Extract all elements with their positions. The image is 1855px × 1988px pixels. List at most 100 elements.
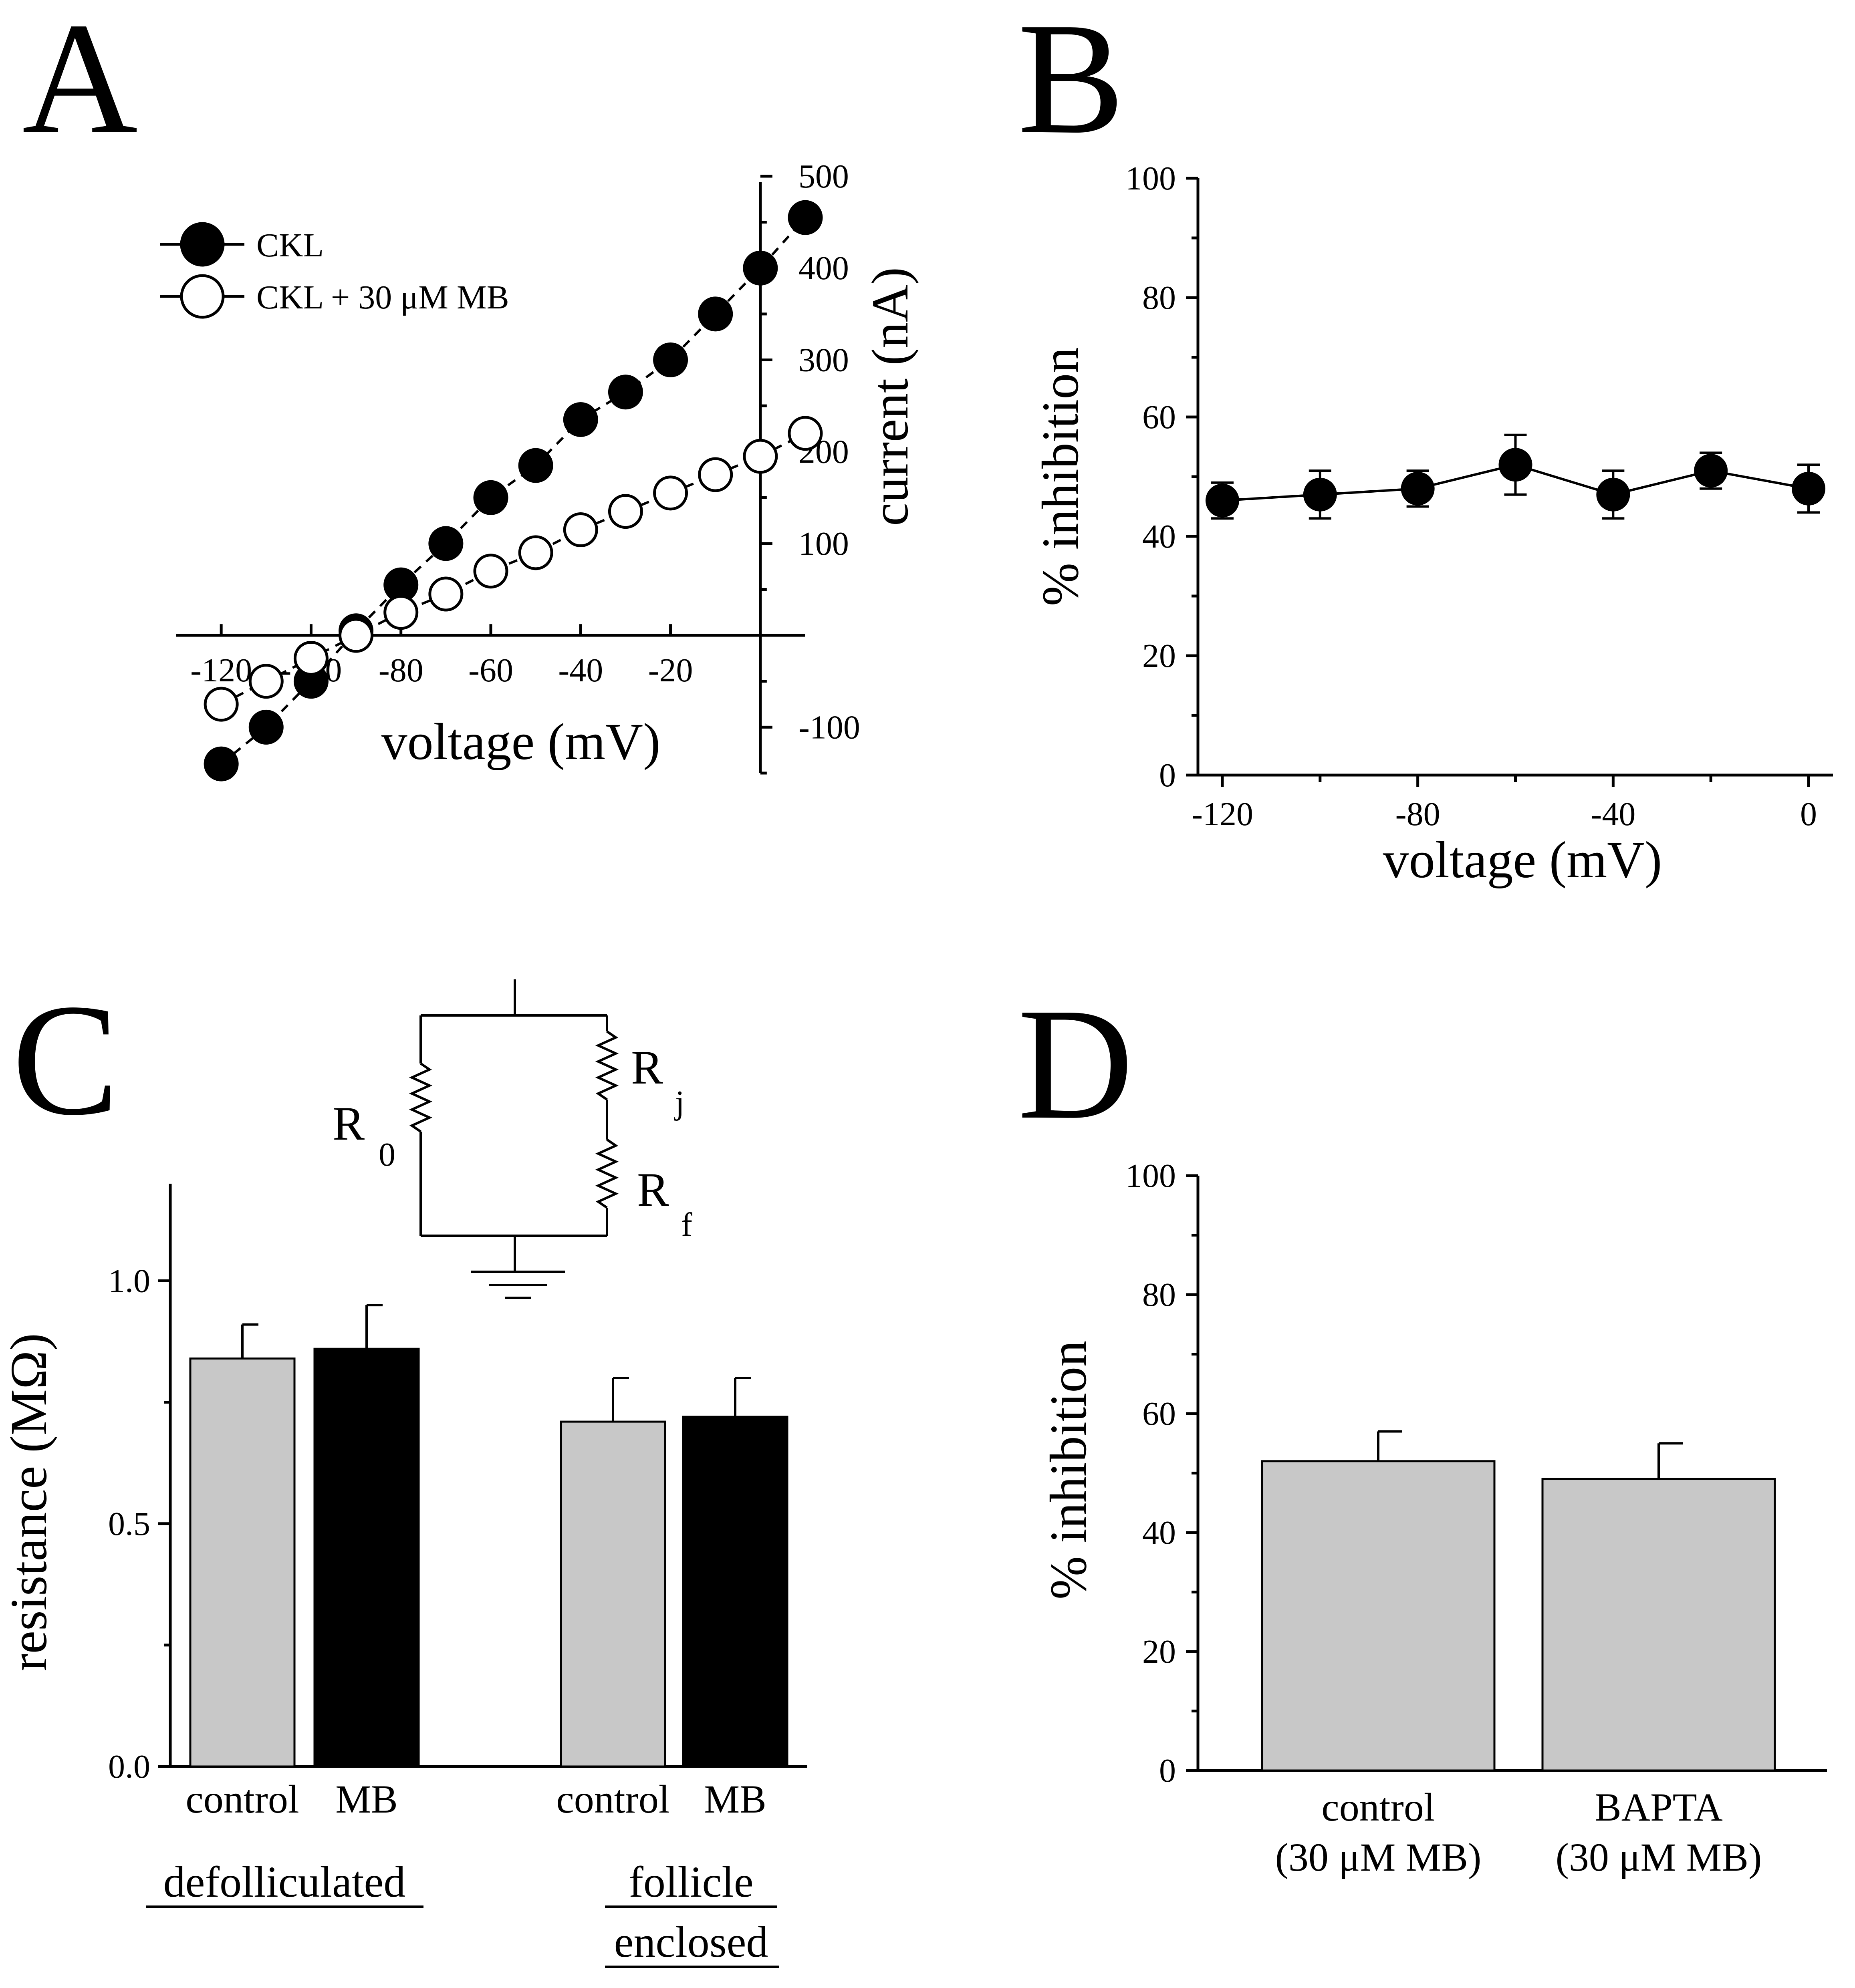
category-label: control: [1321, 1785, 1435, 1829]
category-sublabel: (30 μM MB): [1275, 1835, 1482, 1879]
x-tick-label: 0: [1800, 796, 1817, 833]
label-r0-subscript: 0: [379, 1136, 395, 1173]
data-point-mb: [293, 641, 329, 676]
category-sublabel: (30 μM MB): [1556, 1835, 1762, 1879]
data-point-ckl: [608, 375, 643, 410]
group-label-enclosed: enclosed: [614, 1918, 768, 1966]
x-tick-label: -20: [648, 652, 693, 689]
data-point-mb: [383, 595, 419, 630]
data-point-mb: [743, 439, 778, 474]
y-tick-label: 500: [798, 158, 849, 195]
y-tick-label: 300: [798, 341, 849, 379]
y-tick-label: 60: [1142, 1395, 1176, 1432]
panel-b-y-title: % inhibition: [1032, 347, 1089, 606]
data-point-ckl: [428, 526, 464, 561]
y-tick-label: 40: [1142, 518, 1176, 555]
label-rj: R: [631, 1041, 663, 1094]
y-tick-label: 0.0: [108, 1748, 150, 1785]
y-tick-label: 0: [1159, 757, 1176, 794]
data-point-ckl: [473, 480, 508, 515]
y-tick-label: 100: [798, 525, 849, 562]
y-tick-label: 100: [1125, 160, 1176, 197]
y-tick-label: 400: [798, 250, 849, 287]
data-point-ckl: [248, 709, 284, 745]
panel-b-x-title: voltage (mV): [1383, 831, 1662, 889]
y-tick-label: 0: [1159, 1752, 1176, 1789]
circuit-diagram: [409, 979, 619, 1299]
data-point-ckl: [204, 746, 239, 782]
label-rf-subscript: f: [681, 1206, 692, 1243]
bar-mb: [313, 1347, 420, 1768]
data-point-ckl: [563, 402, 598, 437]
y-tick-label: -100: [798, 709, 860, 746]
data-point: [1596, 477, 1630, 512]
data-point-mb: [339, 618, 374, 653]
panel-a-legend: CKL CKL + 30 μM MB: [160, 222, 509, 319]
label-rj-subscript: j: [674, 1084, 684, 1121]
y-tick-label: 40: [1142, 1514, 1176, 1551]
y-tick-label: 0.5: [108, 1505, 150, 1543]
bar-control: [189, 1358, 296, 1768]
y-tick-label: 60: [1142, 399, 1176, 436]
data-point: [1205, 483, 1239, 518]
panel-d-letter: D: [1018, 975, 1133, 1152]
data-point-mb: [698, 457, 733, 492]
panel-d: D 0 20 40 60 80 100 control (30 μM MB) BAPTA (30…: [1018, 975, 1827, 1879]
panel-a: A -120-100-80-60-40-20-10010020030040050…: [22, 0, 919, 782]
data-point-ckl: [653, 342, 688, 377]
data-point: [1303, 477, 1337, 512]
y-tick-label: 20: [1142, 1633, 1176, 1670]
legend-marker-mb: [180, 274, 225, 319]
group-label-follicle: follicle: [629, 1857, 754, 1906]
data-point-ckl: [743, 250, 778, 286]
data-point-mb: [518, 535, 553, 570]
data-point-ckl: [518, 448, 553, 483]
y-tick-label: 80: [1142, 279, 1176, 316]
y-tick-label: 20: [1142, 637, 1176, 675]
bar-bapta: [1541, 1478, 1776, 1772]
resistor-rj: [595, 1030, 619, 1101]
panel-a-letter: A: [22, 0, 138, 167]
legend-label-ckl: CKL: [256, 227, 324, 264]
data-point-mb: [653, 475, 688, 511]
category-label: control: [556, 1777, 669, 1821]
data-point-ckl: [788, 200, 823, 235]
data-point-mb: [608, 494, 643, 529]
panel-c-letter: C: [12, 971, 119, 1148]
category-label: MB: [704, 1777, 766, 1821]
data-point: [1498, 448, 1532, 482]
x-tick-label: -80: [379, 652, 423, 689]
resistor-r0: [409, 1062, 433, 1133]
x-tick-label: -120: [1192, 796, 1253, 833]
data-point-mb: [428, 576, 464, 612]
bar-mb: [682, 1416, 788, 1768]
data-point-ckl: [698, 296, 733, 332]
data-point-mb: [788, 416, 823, 451]
x-tick-label: -60: [468, 652, 513, 689]
panel-c: C R 0 R j R f 0.00.51.0 control MB control…: [0, 971, 807, 1968]
data-point: [1694, 454, 1728, 488]
data-point-mb: [473, 554, 508, 589]
category-label: BAPTA: [1595, 1785, 1723, 1829]
category-label: MB: [335, 1777, 398, 1821]
y-tick-label: 100: [1125, 1157, 1176, 1194]
resistor-rf: [595, 1138, 619, 1209]
panel-b-letter: B: [1018, 0, 1125, 167]
panel-c-y-title: resistance (MΩ): [0, 1333, 58, 1671]
panel-d-bars: control (30 μM MB) BAPTA (30 μM MB): [1261, 1430, 1776, 1879]
x-tick-label: -120: [190, 652, 252, 689]
panel-a-series: [204, 200, 823, 782]
bar-control: [1261, 1460, 1496, 1772]
panel-b: B -120 -80 -40 0 0 20 40 60 80 100 voltage (mV) %…: [1018, 0, 1833, 889]
panel-d-y-title: % inhibition: [1040, 1341, 1097, 1599]
data-point-mb: [204, 687, 239, 722]
panel-c-bars: control MB control MB: [186, 1304, 788, 1821]
label-r0: R: [333, 1097, 365, 1150]
panel-a-y-title: current (nA): [861, 267, 919, 526]
group-label-defolliculated: defolliculated: [163, 1857, 406, 1906]
legend-label-mb: CKL + 30 μM MB: [256, 279, 509, 316]
data-point: [1792, 471, 1826, 506]
x-tick-label: -40: [1591, 796, 1635, 833]
